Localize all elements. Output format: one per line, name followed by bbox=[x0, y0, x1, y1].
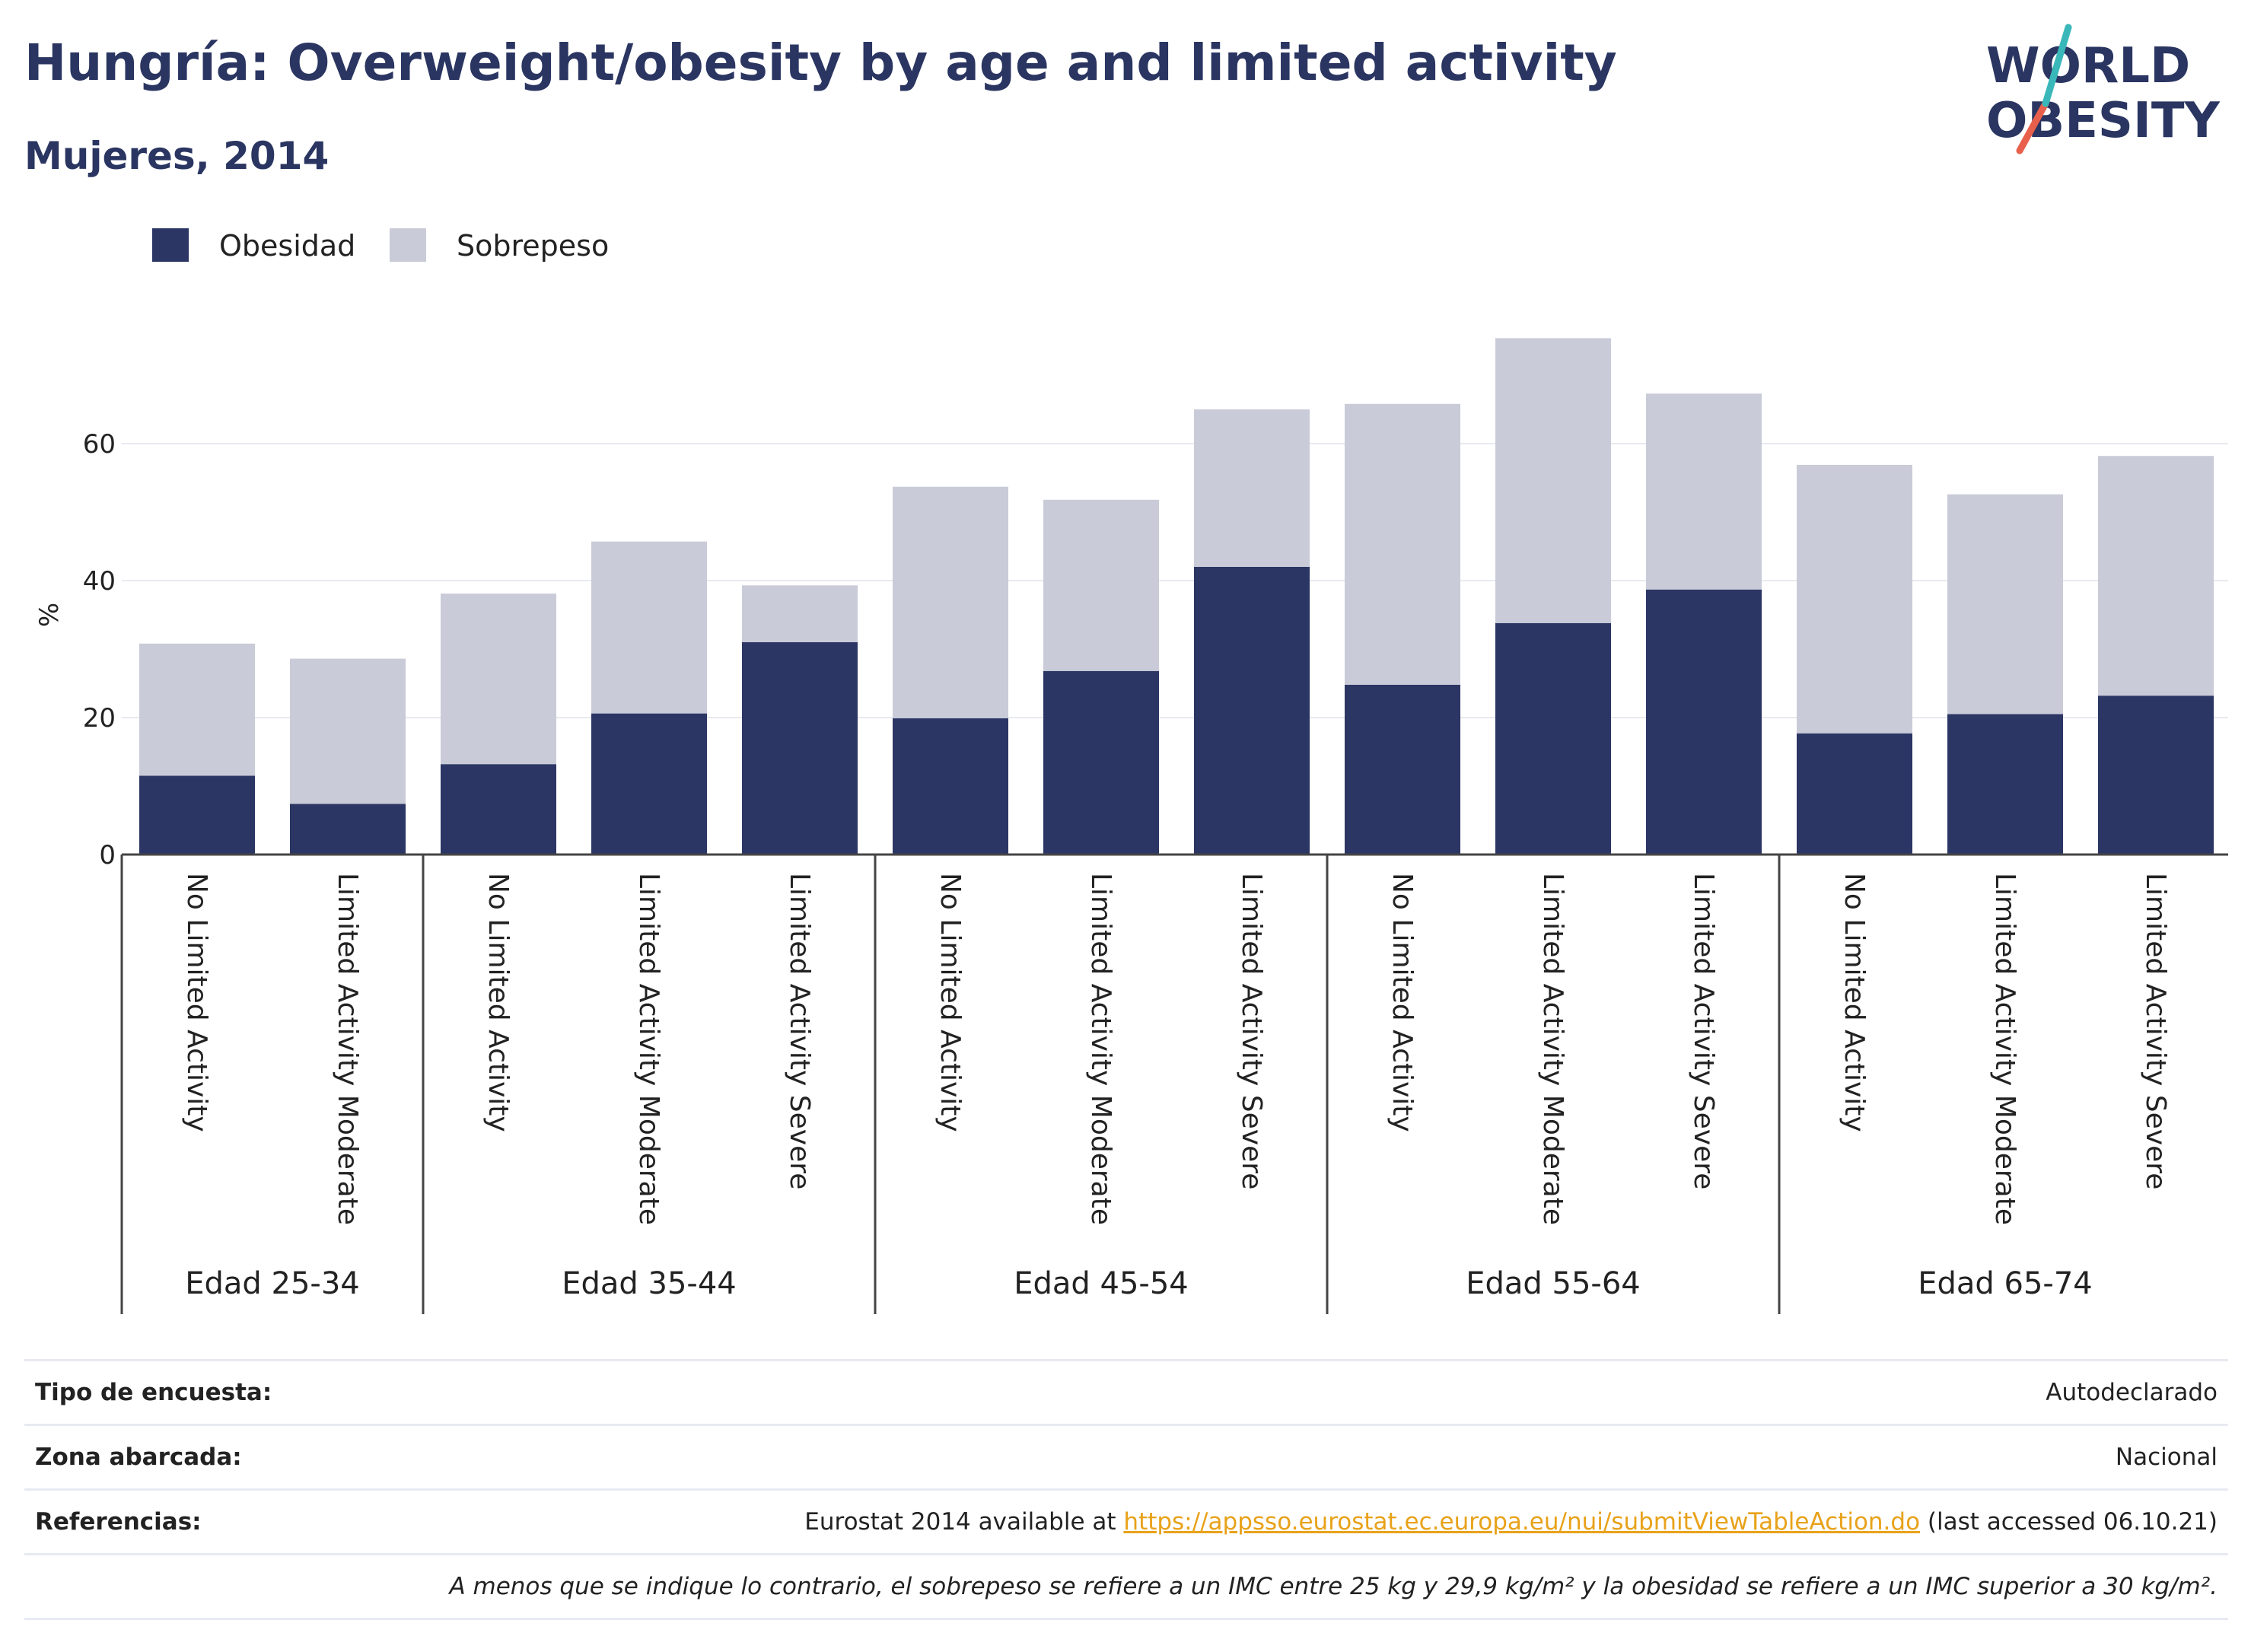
x-category-label: Limited Activity Severe bbox=[2140, 873, 2171, 1189]
y-axis-label: % bbox=[34, 603, 65, 627]
bar-overweight bbox=[1043, 499, 1159, 671]
chart-title: Hungría: Overweight/obesity by age and l… bbox=[24, 33, 1617, 92]
bar-overweight bbox=[290, 658, 406, 804]
survey-type-label: Tipo de encuesta: bbox=[35, 1379, 272, 1406]
legend-swatch-obesity bbox=[152, 228, 189, 262]
coverage-label: Zona abarcada: bbox=[35, 1444, 242, 1471]
x-category-label: No Limited Activity bbox=[482, 873, 514, 1132]
bar-obesity bbox=[591, 713, 707, 855]
references-row: Referencias: Eurostat 2014 available at … bbox=[24, 1488, 2228, 1553]
definition-note: A menos que se indique lo contrario, el … bbox=[449, 1573, 2218, 1600]
bar-overweight bbox=[139, 643, 255, 776]
bar-obesity bbox=[139, 775, 255, 855]
note-row: A menos que se indique lo contrario, el … bbox=[24, 1553, 2228, 1620]
x-group-label: Edad 55-64 bbox=[1466, 1266, 1641, 1301]
bar-obesity bbox=[1797, 733, 1912, 855]
coverage-row: Zona abarcada: Nacional bbox=[24, 1424, 2228, 1488]
bar-obesity bbox=[1043, 670, 1159, 855]
references-suffix: (last accessed 06.10.21) bbox=[1927, 1508, 2218, 1536]
x-category-label: Limited Activity Moderate bbox=[1989, 873, 2020, 1225]
x-category-label: Limited Activity Severe bbox=[1236, 873, 1267, 1189]
x-category-label: No Limited Activity bbox=[181, 873, 212, 1132]
references-value: Eurostat 2014 available at https://appss… bbox=[804, 1508, 2228, 1536]
x-group-label: Edad 45-54 bbox=[1014, 1266, 1189, 1301]
bar-overweight bbox=[1495, 338, 1611, 623]
gridlines: 0 20 40 60 bbox=[83, 429, 2228, 871]
y-tick-label: 20 bbox=[83, 703, 116, 734]
bar-obesity bbox=[893, 718, 1008, 855]
legend: Obesidad Sobrepeso bbox=[152, 228, 609, 263]
logo-slash-teal bbox=[2042, 24, 2072, 107]
references-label: Referencias: bbox=[35, 1508, 202, 1536]
x-category-label: Limited Activity Moderate bbox=[332, 873, 363, 1225]
coverage-value: Nacional bbox=[2115, 1444, 2218, 1471]
bar-overweight bbox=[1194, 409, 1310, 567]
y-tick-label: 40 bbox=[83, 566, 116, 597]
bar-obesity bbox=[742, 642, 858, 855]
references-link[interactable]: https://appsso.eurostat.ec.europa.eu/nui… bbox=[1123, 1508, 1921, 1536]
y-tick-label: 0 bbox=[99, 840, 116, 871]
bar-obesity bbox=[1194, 567, 1310, 855]
x-category-label: Limited Activity Severe bbox=[784, 873, 815, 1189]
legend-label-overweight: Sobrepeso bbox=[457, 229, 609, 263]
x-group-label: Edad 35-44 bbox=[562, 1266, 737, 1301]
bar-chart: Obesidad Sobrepeso 0 20 40 60 No Limited Act… bbox=[34, 228, 2228, 1314]
x-category-label: No Limited Activity bbox=[934, 873, 966, 1132]
world-obesity-logo: WORLD OBESITY bbox=[1986, 24, 2220, 154]
bar-overweight bbox=[1797, 464, 1912, 734]
axes: Edad 25-34 Edad 35-44 Edad 45-54 Edad 55-64… bbox=[120, 853, 2228, 1314]
x-group-label: Edad 65-74 bbox=[1918, 1266, 2093, 1301]
bar-obesity bbox=[1947, 714, 2063, 855]
bar-overweight bbox=[742, 585, 858, 642]
bar-overweight bbox=[1947, 494, 2063, 715]
chart-subtitle: Mujeres, 2014 bbox=[24, 134, 330, 178]
x-category-label: No Limited Activity bbox=[1387, 873, 1418, 1132]
survey-type-value: Autodeclarado bbox=[2046, 1379, 2218, 1406]
bar-overweight bbox=[1345, 403, 1460, 685]
bar-overweight bbox=[2098, 456, 2214, 696]
info-table: Tipo de encuesta: Autodeclarado Zona aba… bbox=[24, 1359, 2228, 1620]
bar-obesity bbox=[1646, 589, 1762, 855]
bars: No Limited Activity Limited Activity Mode… bbox=[139, 338, 2214, 1225]
bar-obesity bbox=[1495, 622, 1611, 855]
legend-label-obesity: Obesidad bbox=[219, 229, 355, 263]
bar-obesity bbox=[2098, 695, 2214, 855]
x-category-label: Limited Activity Moderate bbox=[1085, 873, 1116, 1225]
bar-overweight bbox=[591, 541, 707, 714]
x-category-label: Limited Activity Moderate bbox=[1537, 873, 1568, 1225]
bar-overweight bbox=[893, 486, 1008, 718]
x-category-label: Limited Activity Moderate bbox=[633, 873, 664, 1225]
bar-obesity bbox=[290, 804, 406, 855]
bar-overweight bbox=[441, 594, 556, 765]
x-category-label: Limited Activity Severe bbox=[1688, 873, 1719, 1189]
bar-obesity bbox=[1345, 684, 1460, 855]
bar-obesity bbox=[441, 764, 556, 855]
legend-swatch-overweight bbox=[390, 228, 426, 262]
y-tick-label: 60 bbox=[83, 429, 116, 460]
logo-slash-red bbox=[2016, 100, 2049, 154]
logo-line1: WORLD bbox=[1986, 38, 2190, 94]
bar-overweight bbox=[1646, 393, 1762, 590]
references-prefix: Eurostat 2014 available at bbox=[804, 1508, 1116, 1536]
survey-type-row: Tipo de encuesta: Autodeclarado bbox=[24, 1359, 2228, 1424]
x-group-label: Edad 25-34 bbox=[185, 1266, 360, 1301]
x-category-label: No Limited Activity bbox=[1839, 873, 1870, 1132]
